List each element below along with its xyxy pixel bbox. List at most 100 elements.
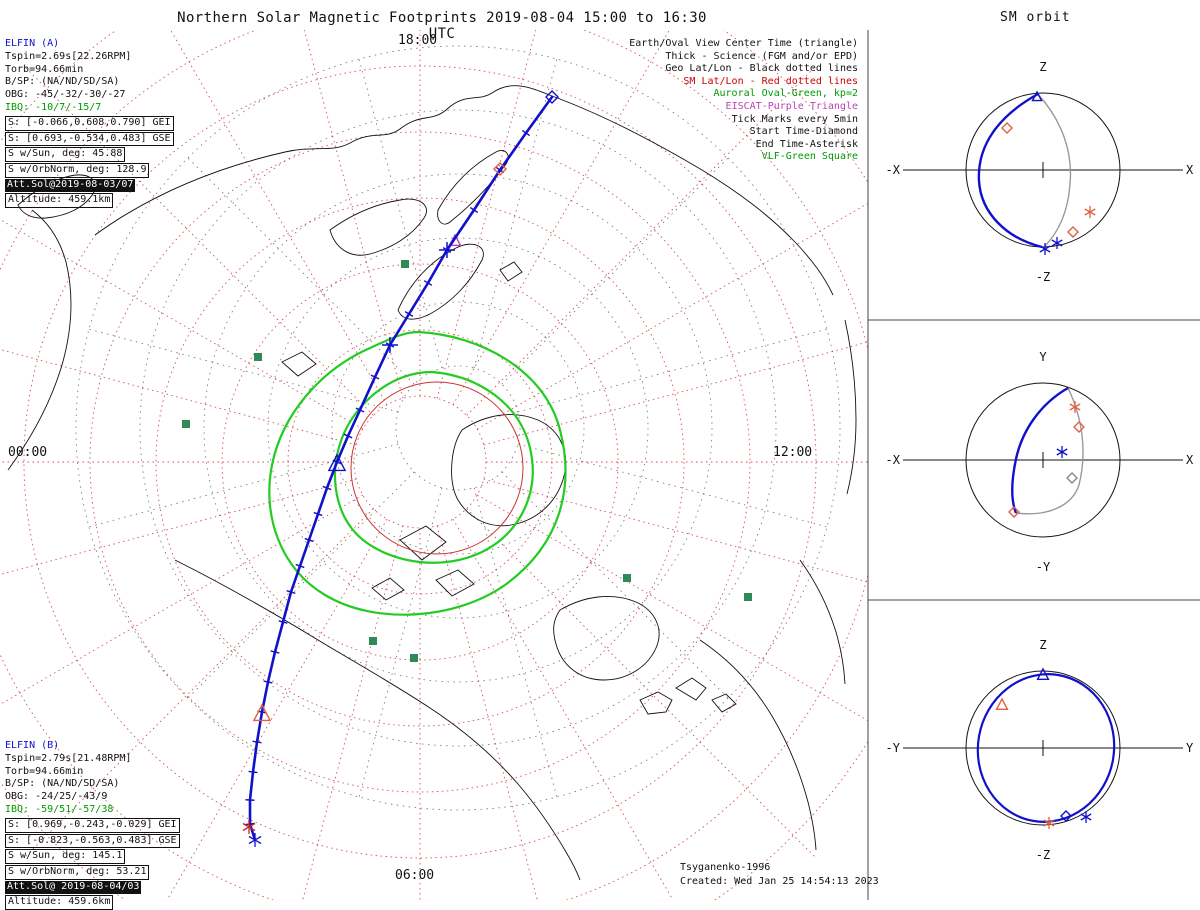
vlf-square bbox=[182, 420, 190, 428]
elfin-b-torb: Torb=94.66min bbox=[5, 765, 84, 777]
page-title: Northern Solar Magnetic Footprints 2019-… bbox=[177, 10, 707, 42]
vlf-square bbox=[369, 637, 377, 645]
vlf-square bbox=[623, 574, 631, 582]
earth-circle bbox=[965, 382, 1121, 538]
elfin-a-s-w-sun: S w/Sun, deg: 45.88 bbox=[5, 147, 126, 163]
elfin-a-info-block: ELFIN (A) Tspin=2.69s[22.26RPM] Torb=94.… bbox=[5, 38, 174, 208]
axis-label-left: -X bbox=[886, 453, 901, 467]
sm-orbit-title: SM orbit bbox=[1000, 10, 1071, 25]
elfin-a-bsp: B/SP: (NA/ND/SD/SA) bbox=[5, 76, 120, 88]
vlf-square bbox=[254, 353, 262, 361]
elfin-a-attsol: Att.Sol@2019-08-03/07 bbox=[5, 178, 136, 192]
axis-label-top: Y bbox=[1039, 350, 1047, 364]
map-legend: Earth/Oval View Center Time (triangle) T… bbox=[629, 38, 858, 164]
orbit-ellipse bbox=[976, 673, 1116, 823]
created-timestamp: Created: Wed Jan 25 14:54:13 2023 bbox=[680, 876, 879, 887]
elfin-b-s-gei: S: [0.969,-0.243,-0.029] GEI bbox=[5, 817, 180, 833]
elfin-a-s-w-orbnorm: S w/OrbNorm, deg: 128.9 bbox=[5, 163, 150, 178]
diamond-marker bbox=[1067, 226, 1079, 238]
mlt-label-0000: 00:00 bbox=[8, 445, 48, 460]
axis-label-top: Z bbox=[1039, 60, 1046, 74]
diamond-marker bbox=[1001, 122, 1013, 134]
axis-label-left: -X bbox=[886, 163, 901, 177]
legend-line-start-time: Start Time-Diamond bbox=[749, 126, 858, 138]
elfin-footprint-track bbox=[248, 95, 554, 842]
diamond-marker bbox=[1060, 810, 1072, 822]
earth-circle bbox=[965, 92, 1121, 248]
diamond-marker bbox=[1073, 421, 1085, 433]
coastlines bbox=[7, 85, 857, 881]
legend-line-auroral-oval: Auroral Oval-Green, kp=2 bbox=[713, 88, 859, 100]
geo-grid bbox=[75, 45, 841, 811]
legend-line-center-time: Earth/Oval View Center Time (triangle) bbox=[629, 38, 858, 49]
axis-label-right: X bbox=[1186, 453, 1194, 467]
legend-line-eiscat: EISCAT-Purple Triangle bbox=[725, 100, 858, 112]
elfin-b-obg: OBG: -24/25/-43/9 bbox=[5, 791, 108, 803]
elfin-a-ibq: IBQ: -10/7/-15/7 bbox=[5, 101, 102, 113]
sm-orbit-panel-2: Y -Y -X X bbox=[886, 350, 1194, 574]
elfin-b-attsol: Att.Sol@ 2019-08-04/03 bbox=[5, 880, 142, 894]
axis-label-bottom: -Z bbox=[1036, 270, 1050, 284]
mlt-label-1200: 12:00 bbox=[773, 445, 813, 460]
orbit-arc-farside bbox=[1037, 93, 1072, 248]
legend-line-vlf: VLF-Green Square bbox=[761, 151, 858, 163]
asterisk-marker bbox=[1084, 206, 1096, 218]
axis-label-right: Y bbox=[1186, 741, 1194, 755]
asterisk-marker bbox=[1056, 446, 1068, 458]
diamond-marker bbox=[1066, 472, 1078, 484]
legend-line-tick-marks: Tick Marks every 5min bbox=[731, 113, 858, 125]
elfin-a-tspin: Tspin=2.69s[22.26RPM] bbox=[5, 50, 132, 62]
sm-orbit-panel-3: Z -Z -Y Y bbox=[886, 638, 1194, 862]
triangle-marker bbox=[1036, 667, 1050, 681]
elfin-b-info-block: ELFIN (B) Tspin=2.79s[21.48RPM] Torb=94.… bbox=[5, 740, 180, 910]
axis-label-left: -Y bbox=[886, 741, 901, 755]
diamond-marker bbox=[1008, 506, 1020, 518]
mlt-label-1800: 18:00 bbox=[398, 33, 438, 48]
axis-label-bottom: -Y bbox=[1036, 560, 1051, 574]
orbit-arc-nearside bbox=[1011, 386, 1069, 514]
orbit-arc-farside bbox=[1015, 387, 1084, 515]
elfin-a-altitude: Altitude: 459.1km bbox=[5, 192, 114, 208]
elfin-b-title: ELFIN (B) bbox=[5, 740, 60, 751]
elfin-a-obg: OBG: -45/-32/-30/-27 bbox=[5, 89, 126, 101]
legend-line-geo-grid: Geo Lat/Lon - Black dotted lines bbox=[665, 63, 858, 75]
orbit-arc-nearside bbox=[977, 92, 1043, 249]
vlf-square bbox=[744, 593, 752, 601]
axis-label-bottom: -Z bbox=[1036, 848, 1050, 862]
elfin-a-s-gei: S: [-0.066,0.608,0.790] GEI bbox=[5, 115, 174, 131]
sm-grid bbox=[0, 30, 868, 900]
elfin-b-s-w-sun: S w/Sun, deg: 145.1 bbox=[5, 849, 126, 865]
elfin-b-s-gse: S: [-0.823,-0.563,0.483] GSE bbox=[5, 833, 180, 849]
legend-line-thick-science: Thick - Science (FGM and/or EPD) bbox=[665, 50, 858, 62]
asterisk-marker bbox=[248, 833, 262, 847]
elfin-b-s-w-orbnorm: S w/OrbNorm, deg: 53.21 bbox=[5, 865, 150, 880]
elfin-a-s-gse: S: [0.693,-0.534,0.483] GSE bbox=[5, 131, 174, 147]
triangle-marker bbox=[1031, 90, 1043, 102]
vlf-square bbox=[410, 654, 418, 662]
asterisk-marker bbox=[1069, 401, 1081, 413]
panel-separators bbox=[867, 30, 1200, 900]
triangle-marker bbox=[995, 697, 1009, 711]
asterisk-marker bbox=[1039, 243, 1051, 255]
earth-circle bbox=[965, 670, 1121, 826]
sm-orbit-panel-1: Z -Z -X X bbox=[886, 60, 1194, 284]
elfin-b-ibq: IBQ: -59/51/-57/38 bbox=[5, 803, 114, 815]
axis-label-top: Z bbox=[1039, 638, 1046, 652]
asterisk-marker bbox=[242, 820, 256, 834]
mlt-label-0600: 06:00 bbox=[395, 868, 435, 883]
elfin-b-bsp: B/SP: (NA/ND/SD/SA) bbox=[5, 778, 120, 790]
axis-label-right: X bbox=[1186, 163, 1194, 177]
triangle-marker bbox=[327, 453, 347, 472]
legend-line-end-time: End Time-Asterisk bbox=[755, 138, 858, 150]
auroral-oval-inner bbox=[333, 370, 534, 564]
asterisk-marker bbox=[1051, 237, 1063, 249]
track-tick-marks bbox=[245, 129, 531, 826]
diamond-marker bbox=[545, 90, 559, 104]
elfin-b-tspin: Tspin=2.79s[21.48RPM] bbox=[5, 752, 132, 764]
vlf-stations bbox=[182, 260, 752, 662]
legend-line-sm-grid: SM Lat/Lon - Red dotted lines bbox=[683, 75, 858, 87]
auroral-oval-outer bbox=[268, 330, 567, 616]
asterisk-marker bbox=[1043, 817, 1055, 829]
